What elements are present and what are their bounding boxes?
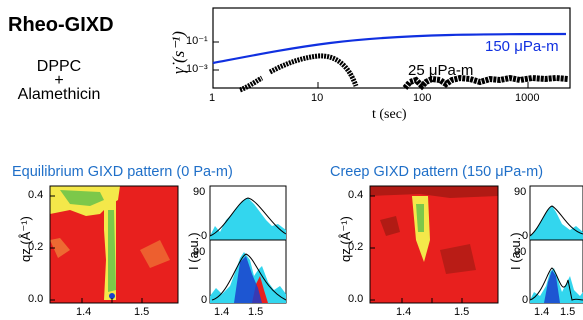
series-25-curve [239, 53, 359, 93]
equilibrium-profile-bottom [209, 239, 287, 304]
material-alamethicin: Alamethicin [17, 86, 101, 103]
sample-composition: DPPC + Alamethicin [0, 58, 118, 103]
eq-profile-tick-0b: 0 [201, 294, 208, 306]
eq-profile-tick-90a: 90 [193, 186, 206, 198]
creep-profile-bottom [529, 239, 583, 304]
creep-map-xtick-14: 1.4 [396, 306, 412, 318]
rate-xtick-100: 100 [413, 92, 432, 104]
rate-xtick-1000: 1000 [515, 92, 540, 104]
eq-map-xtick-15: 1.5 [134, 306, 150, 318]
eq-map-xtick-14: 1.4 [76, 306, 92, 318]
creep-map-xtick-15: 1.5 [454, 306, 470, 318]
eq-profile-tick-0a: 0 [201, 230, 208, 242]
eq-profile-tick-90b: 90 [193, 246, 206, 258]
rate-ytick-2: 10⁻³ [186, 63, 208, 75]
rate-plot [212, 7, 571, 93]
equilibrium-profile-top [209, 185, 287, 241]
creep-map-ytick-04: 0.4 [348, 189, 364, 201]
rate-xlabel: t (sec) [372, 107, 407, 122]
map-tick-marks [50, 195, 463, 303]
creep-profile-tick-90a: 90 [514, 186, 527, 198]
eq-profile-xtick-14: 1.4 [214, 306, 230, 318]
series-150-label: 150 μPa-m [485, 38, 559, 55]
rate-ytick-1: 10⁻¹ [186, 35, 208, 47]
equilibrium-map [49, 185, 179, 304]
rate-ylabel: γ̇ (s⁻¹) [169, 31, 188, 74]
plus-sign: + [54, 72, 64, 89]
series-25-label: 25 μPa-m [408, 62, 474, 79]
eq-map-ytick-02: 0.2 [28, 241, 44, 253]
eq-profile-xtick-15: 1.5 [248, 306, 264, 318]
eq-profile-ylabel: I (a.u.) [186, 232, 201, 270]
creep-profile-tick-0b: 0 [522, 294, 529, 306]
creep-map [369, 185, 499, 304]
creep-profile-tick-0a: 0 [522, 230, 529, 242]
creep-profile-tick-90b: 90 [514, 246, 527, 258]
creep-profile-ylabel: I (a.u.) [508, 232, 523, 270]
creep-map-ylabel: qz (Å⁻¹) [338, 216, 353, 262]
equilibrium-panel-title: Equilibrium GIXD pattern (0 Pa-m) [12, 164, 233, 180]
eq-map-ylabel: qz (Å⁻¹) [18, 216, 33, 262]
creep-profile-xtick-14: 1.4 [534, 306, 550, 318]
eq-map-ytick-00: 0.0 [28, 293, 44, 305]
creep-map-ytick-00: 0.0 [348, 293, 364, 305]
creep-panel-title: Creep GIXD pattern (150 μPa-m) [330, 164, 544, 180]
rate-xtick-1: 1 [209, 92, 216, 104]
creep-map-ytick-02: 0.2 [348, 241, 364, 253]
material-dppc: DPPC [36, 58, 82, 75]
rate-xtick-10: 10 [311, 92, 324, 104]
figure-title: Rheo-GIXD [8, 14, 114, 36]
series-150-curve [212, 32, 567, 65]
creep-profile-top [529, 185, 583, 241]
creep-profile-xtick-15: 1.5 [560, 306, 576, 318]
series-25-tail [402, 74, 569, 91]
eq-map-ytick-04: 0.4 [28, 189, 44, 201]
